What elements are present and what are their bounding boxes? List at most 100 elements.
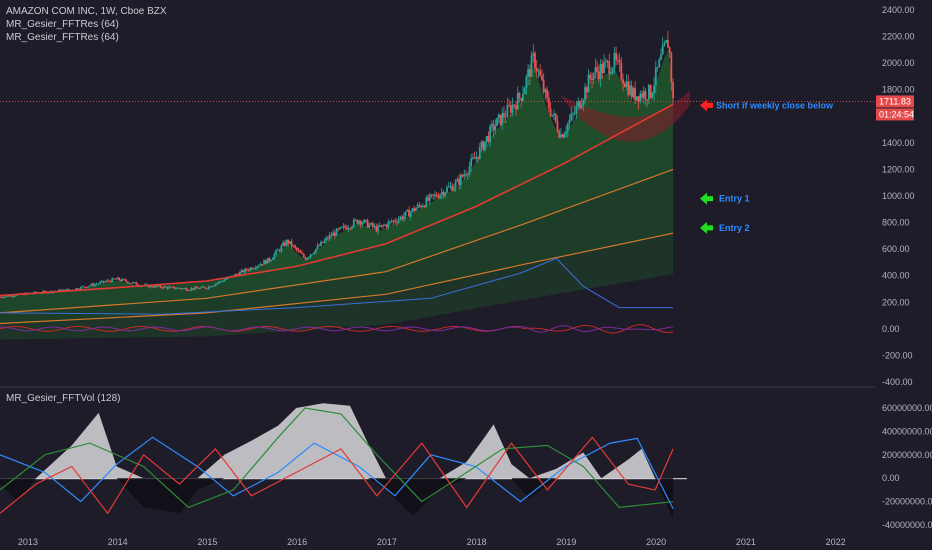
candle-body (470, 158, 473, 167)
candle-body (333, 232, 336, 236)
candle-body (0, 296, 1, 298)
candle-body (591, 78, 593, 81)
candle-body (342, 225, 345, 228)
volume-axis[interactable]: 60000000.00 40000000.00 20000000.00 0.00 -20… (882, 403, 932, 530)
time-tick-label: 2022 (826, 537, 846, 547)
candle-body (194, 287, 196, 290)
candle-body (482, 141, 485, 151)
candle-body (270, 259, 272, 262)
candle-body (504, 116, 507, 118)
orange-trend-line-2 (0, 232, 674, 325)
time-tick-label: 2017 (377, 537, 397, 547)
candle-body (169, 286, 172, 288)
candle-body (295, 247, 298, 251)
candle-body (653, 85, 655, 93)
candle-body (596, 67, 599, 72)
candle-body (2, 297, 5, 299)
candle-body (584, 87, 586, 101)
candle-body (276, 249, 279, 251)
candle-body (468, 166, 471, 175)
candle-body (321, 241, 324, 243)
candle-body (490, 124, 493, 127)
candle-body (59, 289, 62, 292)
time-tick-label: 2018 (467, 537, 487, 547)
candle-body (133, 282, 136, 283)
main-pane[interactable] (0, 30, 875, 340)
candle-body (164, 286, 167, 288)
candle-body (525, 76, 528, 88)
entry-arrow-icon (700, 192, 713, 205)
candle-body (608, 61, 611, 74)
candle-body (75, 288, 77, 291)
candle-body (12, 296, 15, 297)
volume-tick-label: 0.00 (882, 473, 900, 483)
lower-indicator-legend[interactable]: MR_Gesier_FFTVol (128) (6, 393, 121, 404)
candle-body (304, 257, 307, 260)
volume-tick-label: 20000000.00 (882, 450, 932, 460)
candle-body (4, 296, 7, 298)
last-price-tag (876, 95, 914, 108)
candle-body (128, 283, 131, 284)
candle-body (282, 242, 284, 246)
candle-body (452, 187, 455, 191)
candle-body (547, 97, 550, 109)
candle-body (444, 192, 447, 196)
indicator-legend-2[interactable]: MR_Gesier_FFTRes (64) (6, 32, 119, 43)
candle-body (523, 87, 526, 94)
candle-body (485, 136, 488, 142)
time-tick-label: 2021 (736, 537, 756, 547)
green-band-lower (0, 169, 674, 324)
orange-trend-line-1 (0, 168, 674, 314)
candle-body (506, 104, 509, 117)
candle-body (218, 281, 221, 283)
candle-body (389, 221, 391, 223)
price-axis[interactable]: 2400.00 2200.00 2000.00 1800.00 1400.00 1200.… (876, 5, 915, 387)
candle-body (308, 256, 310, 258)
candle-body (509, 105, 512, 113)
candle-body (109, 281, 112, 283)
candle-body (135, 282, 138, 285)
candle-body (261, 264, 264, 265)
entry-arrow-icon (700, 221, 713, 234)
candle-body (123, 279, 126, 280)
candle-body (487, 136, 490, 142)
candle-body (390, 221, 393, 223)
candle-body (221, 281, 224, 283)
candle-body (554, 113, 557, 122)
candle-body (176, 287, 179, 289)
candle-body (97, 283, 100, 285)
price-tick-label: 800.00 (882, 218, 910, 228)
candle-body (244, 268, 246, 273)
candle-body (408, 209, 410, 217)
red-cloud (560, 90, 690, 142)
candle-body (283, 242, 286, 246)
time-axis[interactable]: 2013 2014 2015 2016 2017 2018 2019 2020 2021 2022 (18, 537, 846, 547)
candle-body (466, 174, 469, 176)
candle-body (394, 220, 397, 222)
lower-pane[interactable] (0, 403, 687, 520)
candle-body (192, 288, 195, 290)
candle-body (213, 285, 215, 287)
candle-body (237, 274, 240, 276)
candle-body (435, 194, 438, 197)
candle-body (454, 181, 457, 188)
volume-tick-label: -20000000.00 (882, 497, 932, 507)
indicator-legend-1[interactable]: MR_Gesier_FFTRes (64) (6, 19, 119, 30)
candle-body (90, 283, 93, 286)
candle-body (209, 286, 212, 288)
candle-body (352, 219, 355, 227)
candle-body (665, 40, 668, 43)
candle-body (137, 284, 139, 286)
candle-body (380, 225, 383, 227)
candle-body (599, 63, 602, 80)
candle-body (211, 286, 214, 288)
candle-body (423, 205, 426, 207)
candle-body (370, 223, 372, 225)
candle-body (68, 289, 70, 290)
candle-body (43, 291, 46, 292)
price-tick-label: 1000.00 (882, 191, 915, 201)
candle-body (635, 96, 638, 101)
time-tick-label: 2016 (287, 537, 307, 547)
